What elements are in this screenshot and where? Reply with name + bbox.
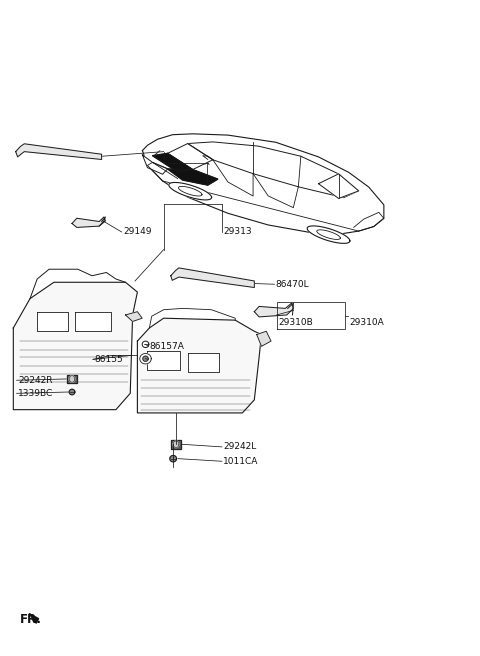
Polygon shape [171,268,254,287]
Polygon shape [37,312,68,331]
Polygon shape [143,134,384,234]
Polygon shape [143,356,148,361]
Text: 86480R: 86480R [176,158,210,167]
Text: 86155: 86155 [95,355,123,364]
Polygon shape [137,318,262,413]
Text: 1011CA: 1011CA [223,457,259,466]
Polygon shape [169,182,212,200]
Polygon shape [168,144,213,169]
Text: 1339BC: 1339BC [18,389,53,398]
Polygon shape [69,376,75,382]
Polygon shape [147,351,180,371]
Polygon shape [72,217,106,228]
Polygon shape [67,375,77,383]
Text: 86156: 86156 [149,355,178,364]
Polygon shape [143,155,168,174]
Polygon shape [317,230,340,239]
Polygon shape [29,613,38,623]
Polygon shape [254,303,293,317]
Text: 29313: 29313 [223,228,252,236]
Polygon shape [179,186,202,196]
Text: 29310B: 29310B [278,318,313,327]
Polygon shape [142,341,149,348]
Polygon shape [170,455,177,462]
Polygon shape [173,441,179,447]
Text: 29242R: 29242R [18,376,53,385]
Polygon shape [16,144,102,159]
Polygon shape [140,354,151,364]
Text: FR.: FR. [20,613,42,626]
Text: 29149: 29149 [123,228,152,236]
Polygon shape [13,282,137,409]
Polygon shape [125,312,142,321]
Polygon shape [153,154,193,172]
Polygon shape [307,226,350,243]
Polygon shape [75,312,111,331]
Polygon shape [257,331,271,346]
Polygon shape [168,169,218,185]
Polygon shape [69,389,75,395]
Polygon shape [171,440,181,449]
Text: 29310A: 29310A [350,318,384,327]
Polygon shape [188,142,359,197]
Text: 29242L: 29242L [223,442,256,451]
Text: 86157A: 86157A [149,342,184,351]
Text: 86470L: 86470L [276,279,310,289]
Polygon shape [318,174,359,199]
Polygon shape [188,353,218,373]
